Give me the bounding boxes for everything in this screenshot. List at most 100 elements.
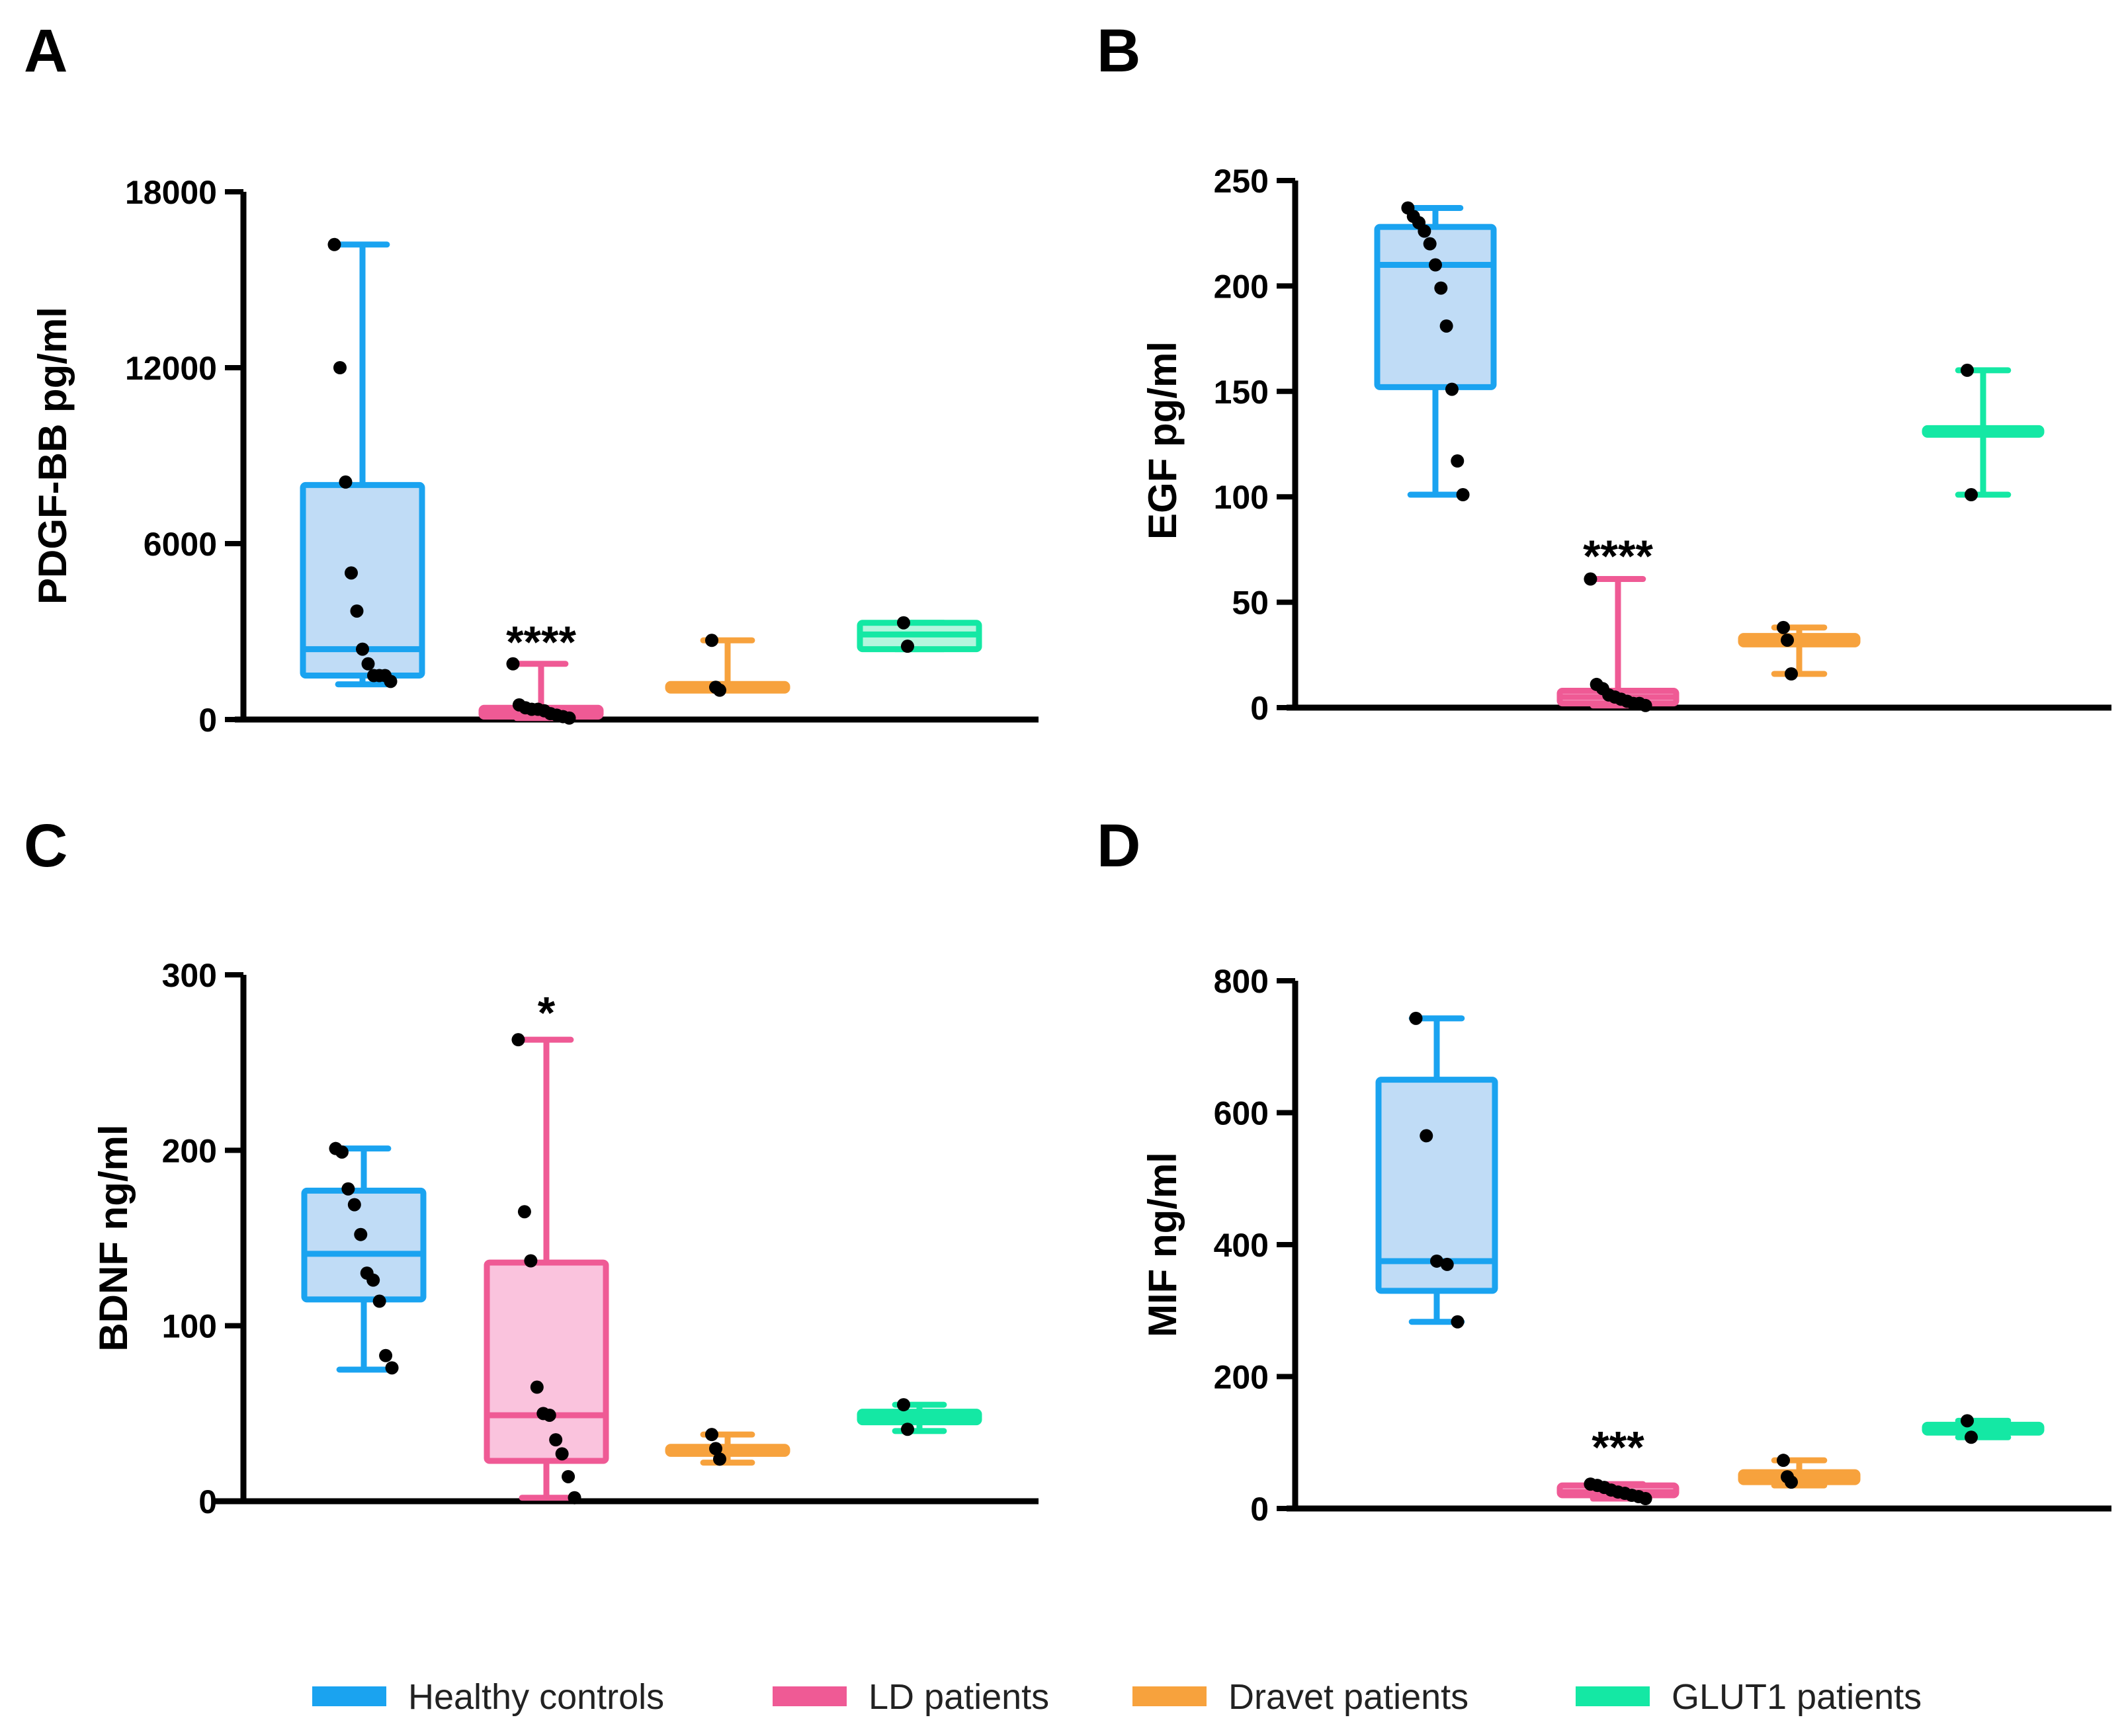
data-point (901, 640, 914, 653)
box-group (857, 1398, 982, 1436)
box-group (1738, 620, 1861, 681)
data-point (1781, 633, 1794, 647)
data-point (511, 1033, 525, 1047)
y-tick-label: 600 (1214, 1095, 1269, 1132)
data-point (385, 1361, 399, 1375)
legend-item: LD patients (773, 1677, 1049, 1717)
data-point (524, 1254, 538, 1268)
data-point (1777, 620, 1790, 634)
y-axis-title: MIF ng/ml (1140, 1152, 1185, 1337)
significance-label: **** (1583, 531, 1653, 581)
data-point (361, 657, 375, 671)
data-point (347, 1198, 361, 1212)
box-group (1922, 1414, 2045, 1444)
box-group (665, 634, 790, 697)
panel-letter: A (24, 17, 67, 85)
legend-label: GLUT1 patients (1672, 1677, 1922, 1717)
panel-letter: B (1097, 17, 1140, 85)
data-point (709, 1442, 722, 1456)
box-group (665, 1428, 790, 1466)
data-point (517, 1205, 531, 1219)
data-point (530, 1380, 544, 1394)
data-point (1429, 258, 1442, 272)
data-point (333, 361, 347, 374)
panel-letter: D (1097, 812, 1140, 880)
box (301, 1187, 427, 1303)
box (1375, 1077, 1498, 1294)
data-point (344, 566, 358, 580)
data-point (379, 1348, 393, 1362)
data-point (335, 1145, 349, 1159)
data-point (1961, 1414, 1974, 1428)
y-tick-label: 50 (1232, 585, 1269, 622)
y-tick-label: 12000 (125, 350, 217, 387)
data-point (1777, 1454, 1790, 1467)
panel-a: A PDGF-BB pg/ml 0 6000 12000 18000 **** (24, 17, 1039, 739)
legend: Healthy controls LD patients Dravet patien… (312, 1677, 1922, 1717)
data-point (713, 1452, 726, 1466)
legend-label: LD patients (869, 1677, 1049, 1717)
data-point (1420, 1129, 1433, 1143)
y-tick-label: 200 (1214, 1359, 1269, 1396)
box (1374, 224, 1497, 390)
box-group (1556, 572, 1680, 712)
data-point (384, 675, 398, 688)
box (300, 481, 425, 679)
data-point (713, 683, 726, 697)
data-point (354, 1227, 368, 1241)
legend-item: Dravet patients (1132, 1677, 1468, 1717)
y-tick-label: 100 (1214, 479, 1269, 516)
panel-c: C BDNF ng/ml 0 100 200 300 * (24, 812, 1039, 1520)
y-tick-label: 18000 (125, 174, 217, 211)
data-point (350, 604, 364, 618)
box (484, 1259, 609, 1464)
data-point (1439, 319, 1453, 333)
legend-swatch (1576, 1686, 1650, 1706)
y-tick-label: 400 (1214, 1227, 1269, 1264)
y-tick-label: 6000 (144, 526, 217, 563)
box-group (478, 657, 604, 725)
y-tick-label: 200 (1214, 268, 1269, 305)
data-point (1451, 1315, 1465, 1329)
legend-label: Healthy controls (408, 1677, 664, 1717)
significance-label: * (538, 987, 556, 1038)
data-point (901, 1423, 914, 1436)
box-group (1556, 1477, 1680, 1506)
data-point (705, 634, 718, 647)
legend-swatch (773, 1686, 847, 1706)
data-point (1456, 488, 1470, 502)
data-point (1418, 224, 1431, 238)
box-group (1738, 1454, 1861, 1489)
data-point (568, 1491, 581, 1505)
data-point (542, 1408, 556, 1422)
data-point (1445, 382, 1459, 396)
y-tick-label: 0 (1250, 690, 1269, 727)
data-point (1423, 237, 1437, 251)
data-point (366, 1273, 380, 1287)
data-point (1785, 1475, 1798, 1489)
legend-item: GLUT1 patients (1576, 1677, 1922, 1717)
data-point (897, 616, 910, 630)
data-point (506, 657, 520, 671)
legend-swatch (1132, 1686, 1207, 1706)
legend-label: Dravet patients (1228, 1677, 1468, 1717)
data-point (1409, 1011, 1423, 1025)
legend-swatch (312, 1686, 386, 1706)
data-point (1584, 572, 1597, 586)
panel-b: B EGF pg/ml 0 50 100 150 200 250 **** (1097, 17, 2111, 727)
data-point (339, 475, 353, 489)
data-point (562, 1469, 575, 1483)
data-point (1785, 667, 1798, 681)
y-tick-label: 250 (1214, 163, 1269, 200)
data-point (549, 1433, 563, 1447)
data-point (1434, 281, 1448, 295)
legend-item: Healthy controls (312, 1677, 664, 1717)
y-tick-label: 200 (162, 1132, 217, 1169)
data-point (1638, 1492, 1652, 1506)
data-point (555, 1447, 569, 1461)
y-axis-title: BDNF ng/ml (91, 1124, 136, 1351)
data-point (1965, 1430, 1978, 1444)
y-tick-label: 300 (162, 957, 217, 994)
y-tick-label: 100 (162, 1308, 217, 1345)
